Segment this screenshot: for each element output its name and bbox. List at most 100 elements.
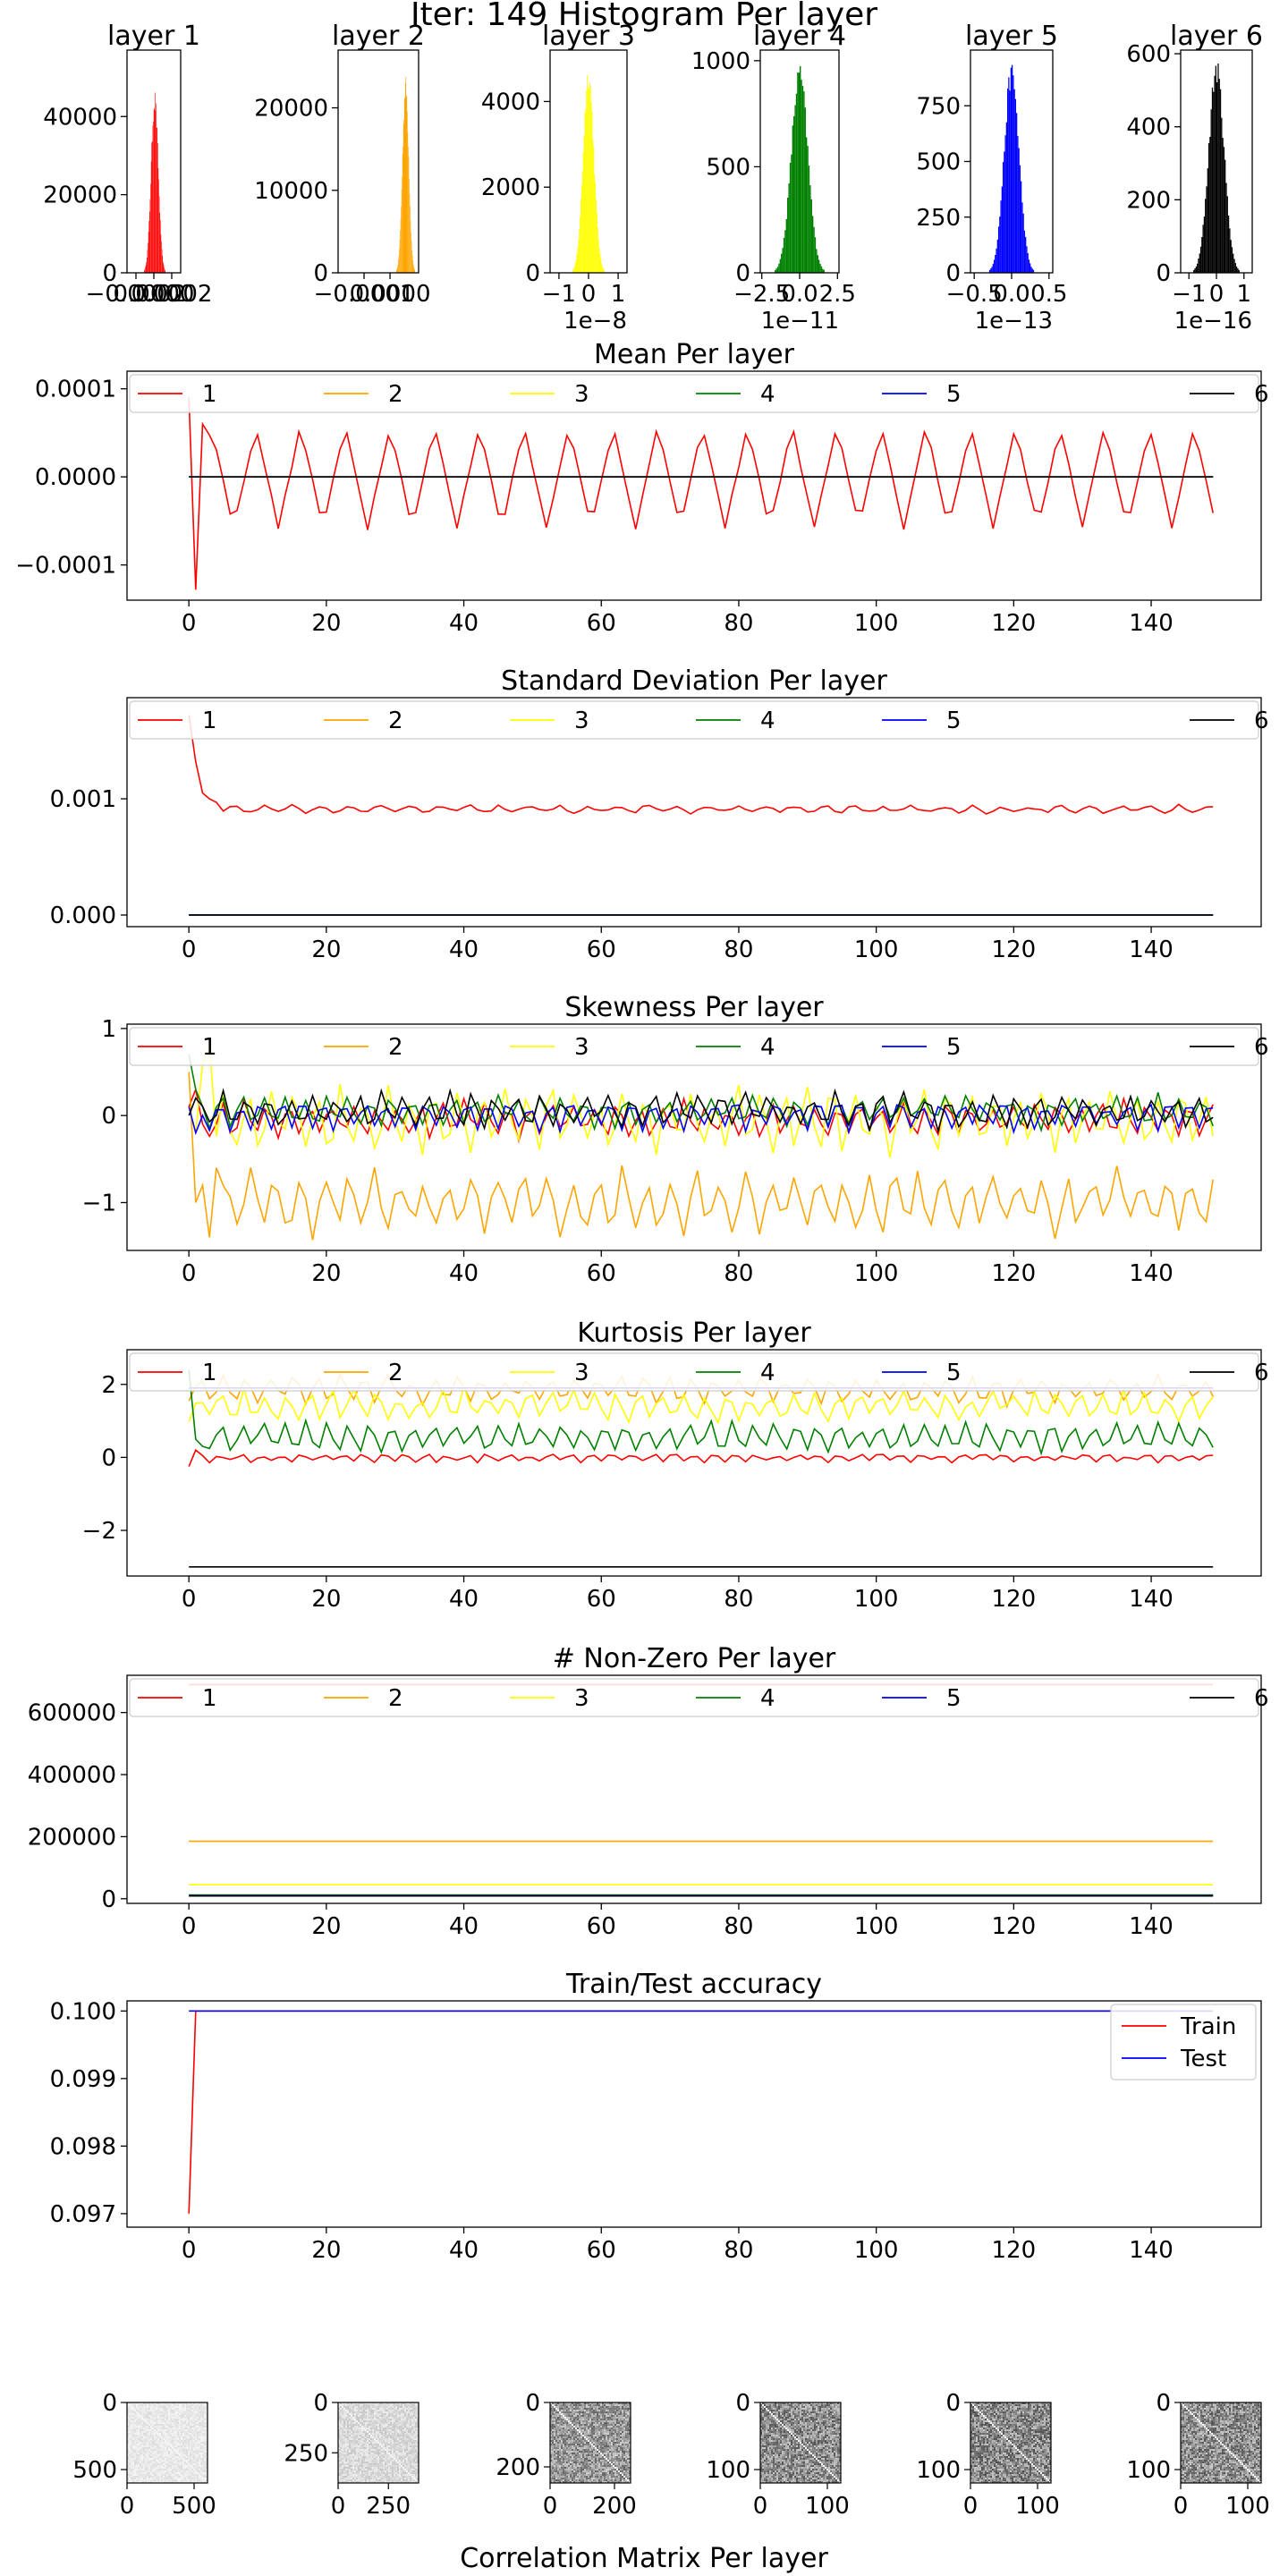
- matrix-cell: [172, 2472, 174, 2475]
- matrix-cell: [356, 2474, 359, 2477]
- matrix-cell: [347, 2417, 350, 2419]
- matrix-cell: [415, 2402, 418, 2405]
- matrix-cell: [351, 2431, 353, 2434]
- matrix-cell: [351, 2453, 353, 2455]
- matrix-cell: [390, 2431, 393, 2434]
- matrix-cell: [129, 2429, 131, 2432]
- histogram-bar: [1016, 113, 1018, 273]
- matrix-cell: [197, 2410, 199, 2412]
- matrix-cell: [174, 2449, 176, 2452]
- matrix-cell: [392, 2431, 394, 2434]
- matrix-cell: [411, 2422, 414, 2425]
- matrix-cell: [376, 2454, 378, 2457]
- matrix-cell: [402, 2479, 405, 2482]
- matrix-cell: [358, 2406, 360, 2409]
- histogram-bar: [1235, 267, 1238, 273]
- matrix-cell: [388, 2458, 391, 2461]
- matrix-cell: [394, 2458, 396, 2461]
- matrix-cell: [564, 2404, 567, 2407]
- matrix-cell: [338, 2415, 341, 2418]
- matrix-cell: [377, 2422, 380, 2425]
- matrix-cell: [150, 2438, 153, 2441]
- matrix-cell: [199, 2440, 201, 2443]
- matrix-cell: [202, 2419, 205, 2421]
- matrix-cell: [136, 2408, 139, 2411]
- matrix-cell: [148, 2436, 151, 2439]
- matrix-cell: [381, 2456, 384, 2459]
- y-tick-label: 2000: [481, 174, 540, 201]
- matrix-cell: [360, 2406, 362, 2409]
- matrix-cell: [188, 2420, 191, 2423]
- matrix-cell: [376, 2433, 378, 2436]
- matrix-cell: [338, 2402, 341, 2405]
- matrix-cell: [349, 2436, 352, 2439]
- matrix-cell: [161, 2458, 164, 2461]
- x-tick-label: 80: [724, 1586, 753, 1613]
- matrix-cell: [392, 2433, 394, 2436]
- matrix-cell: [352, 2402, 355, 2405]
- matrix-cell: [392, 2429, 394, 2432]
- matrix-cell: [606, 2413, 608, 2416]
- matrix-cell: [343, 2410, 346, 2412]
- matrix-cell: [136, 2447, 139, 2450]
- matrix-cell: [131, 2442, 133, 2445]
- matrix-cell: [411, 2404, 414, 2407]
- matrix-cell: [174, 2406, 176, 2409]
- matrix-cell: [131, 2467, 133, 2470]
- figure-title: Iter: 149 Histogram Per layer: [411, 0, 877, 33]
- matrix-cell: [415, 2449, 418, 2452]
- matrix-cell: [397, 2408, 400, 2411]
- matrix-cell: [392, 2417, 394, 2419]
- matrix-cell: [140, 2420, 142, 2423]
- matrix-cell: [150, 2453, 153, 2455]
- matrix-cell: [161, 2463, 164, 2466]
- matrix-cell: [204, 2419, 207, 2421]
- matrix-cell: [193, 2456, 196, 2459]
- histogram-bar: [813, 226, 815, 273]
- histogram-bar: [399, 240, 401, 273]
- matrix-cell: [360, 2419, 362, 2421]
- matrix-cell: [363, 2422, 366, 2425]
- matrix-cell: [360, 2404, 362, 2407]
- matrix-cell: [200, 2420, 203, 2423]
- matrix-cell: [177, 2424, 180, 2427]
- matrix-cell: [127, 2453, 130, 2455]
- matrix-cell: [575, 2408, 578, 2411]
- matrix-cell: [345, 2474, 348, 2477]
- matrix-cell: [184, 2411, 187, 2414]
- matrix-cell: [195, 2481, 198, 2484]
- matrix-cell: [170, 2406, 173, 2409]
- matrix-cell: [415, 2408, 418, 2411]
- matrix-cell: [370, 2411, 373, 2414]
- matrix-cell: [354, 2451, 357, 2453]
- matrix-cell: [147, 2435, 149, 2437]
- matrix-cell: [557, 2406, 560, 2409]
- y-tick-label: 0: [1156, 260, 1171, 287]
- matrix-cell: [383, 2476, 386, 2479]
- matrix-cell: [136, 2472, 139, 2475]
- matrix-cell: [159, 2406, 162, 2409]
- matrix-cell: [627, 2402, 630, 2405]
- x-tick-label: 40: [449, 2237, 479, 2264]
- matrix-cell: [163, 2444, 165, 2446]
- matrix-cell: [402, 2454, 405, 2457]
- matrix-cell: [170, 2410, 173, 2412]
- matrix-cell: [340, 2429, 343, 2432]
- matrix-cell: [356, 2411, 359, 2414]
- histogram-bar: [1218, 79, 1220, 273]
- matrix-cell: [152, 2478, 155, 2480]
- matrix-cell: [204, 2451, 207, 2453]
- histogram-bar: [404, 83, 406, 273]
- matrix-cell: [172, 2474, 174, 2477]
- matrix-cell: [186, 2479, 189, 2482]
- matrix-cell: [184, 2453, 187, 2455]
- y-tick-label: 0: [313, 260, 328, 287]
- matrix-cell: [141, 2442, 144, 2445]
- matrix-cell: [404, 2476, 407, 2479]
- matrix-cell: [582, 2413, 585, 2416]
- histogram-bar: [402, 147, 403, 273]
- x-tick-label: 500: [172, 2493, 216, 2520]
- matrix-cell: [604, 2406, 606, 2409]
- matrix-cell: [411, 2417, 414, 2419]
- matrix-cell: [199, 2481, 201, 2484]
